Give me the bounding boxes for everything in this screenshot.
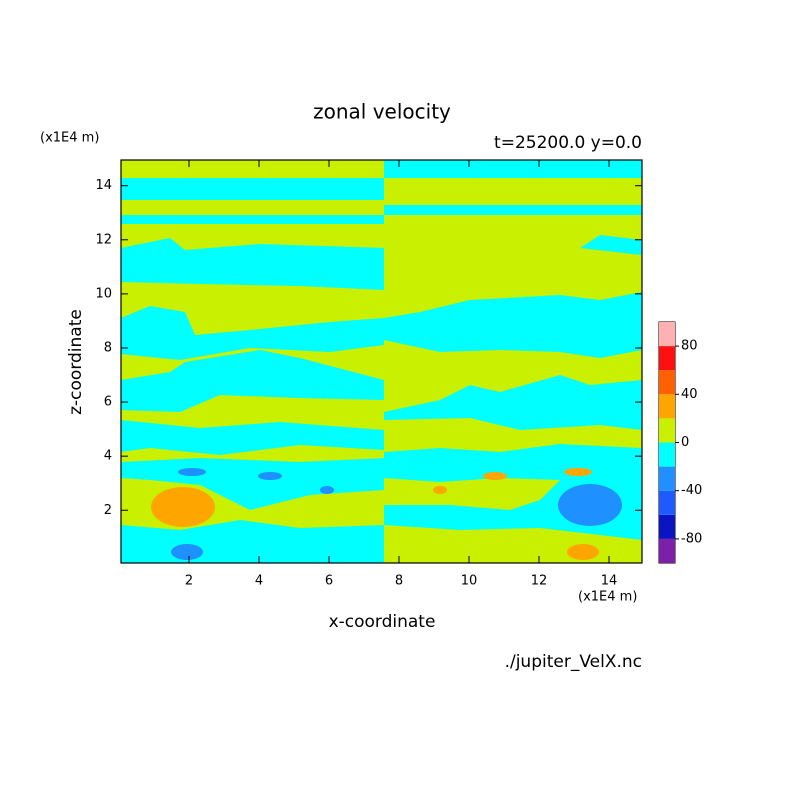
contour-region (121, 238, 384, 290)
contour-field (121, 160, 642, 563)
colorbar-band (659, 442, 675, 467)
contour-region (384, 478, 560, 510)
contour-region (121, 215, 384, 224)
colorbar-band (659, 466, 675, 491)
contour-region (258, 472, 282, 480)
contour-region (384, 418, 642, 452)
y-tick-label: 2 (104, 503, 112, 518)
colorbar-band (659, 538, 675, 563)
contour-region (433, 486, 447, 494)
y-tick-label: 12 (95, 232, 112, 247)
y-unit: (x1E4 m) (40, 131, 99, 146)
contour-region (384, 215, 642, 318)
x-tick-label: 4 (255, 574, 263, 589)
colorbar-band (659, 514, 675, 539)
chart-subtitle: t=25200.0 y=0.0 (494, 133, 642, 153)
y-tick-label: 8 (104, 340, 112, 355)
contour-region (151, 487, 215, 527)
x-axis-label: x-coordinate (329, 612, 436, 632)
y-axis-label: z-coordinate (66, 309, 86, 415)
left-half (121, 160, 384, 563)
contour-region (121, 306, 384, 360)
contour-region (320, 486, 334, 494)
contour-region (384, 178, 642, 205)
source-file: ./jupiter_VelX.nc (505, 652, 642, 672)
colorbar-band (659, 322, 675, 347)
colorbar-band (659, 346, 675, 371)
x-tick-label: 10 (461, 574, 478, 589)
contour-region (384, 340, 642, 412)
colorbar-tick-label: 0 (681, 435, 689, 450)
colorbar-tick-label: -80 (681, 531, 702, 546)
x-tick-label: 6 (325, 574, 333, 589)
colorbar-band (659, 418, 675, 443)
contour-region (171, 544, 203, 560)
y-tick-label: 4 (104, 449, 112, 464)
x-unit: (x1E4 m) (578, 590, 637, 605)
colorbar-band (659, 490, 675, 515)
x-tick-label: 12 (531, 574, 548, 589)
y-tick-label: 6 (104, 395, 112, 410)
contour-region (567, 544, 599, 560)
contour-region (564, 468, 592, 476)
x-tick-label: 14 (601, 574, 618, 589)
colorbar-tick-label: 80 (681, 339, 698, 354)
contour-region (121, 420, 384, 455)
contour-region (483, 472, 507, 480)
contour-region (121, 178, 384, 200)
x-tick-label: 2 (185, 574, 193, 589)
chart-title: zonal velocity (313, 100, 451, 124)
plot-frame (120, 159, 643, 564)
colorbar-tick-label: 40 (681, 387, 698, 402)
x-tick-label: 8 (395, 574, 403, 589)
y-tick-label: 14 (95, 178, 112, 193)
colorbar-tick-label: -40 (681, 483, 702, 498)
contour-region (558, 484, 622, 526)
colorbar-band (659, 394, 675, 419)
colorbar-band (659, 370, 675, 395)
y-tick-label: 10 (95, 286, 112, 301)
contour-region (121, 350, 384, 412)
contour-region (178, 468, 206, 476)
